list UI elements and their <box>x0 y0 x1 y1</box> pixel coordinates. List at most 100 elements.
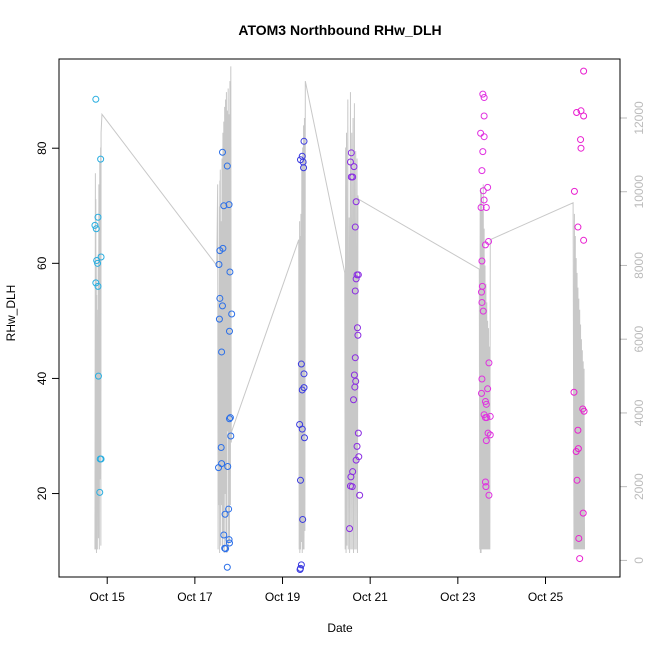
y-tick-label: 60 <box>35 256 49 270</box>
data-point <box>356 491 364 499</box>
data-point <box>297 360 305 368</box>
data-point <box>570 187 578 195</box>
series-flight-4 <box>346 149 364 533</box>
data-point <box>221 510 229 518</box>
data-point <box>225 539 233 547</box>
y-tick-label: 80 <box>35 141 49 155</box>
data-point <box>574 223 582 231</box>
data-point <box>97 155 105 163</box>
series-flight-5 <box>477 90 494 499</box>
data-point <box>353 324 361 332</box>
data-point <box>228 310 236 318</box>
x-tick-label: Oct 15 <box>90 590 126 604</box>
data-point <box>580 236 588 244</box>
data-point <box>477 129 485 137</box>
y2-tick-label: 4000 <box>632 399 646 426</box>
data-point <box>574 426 582 434</box>
data-point <box>580 67 588 75</box>
data-point <box>350 163 358 171</box>
plot-frame <box>58 58 621 578</box>
data-point <box>477 203 485 211</box>
data-point <box>577 144 585 152</box>
data-point <box>577 136 585 144</box>
data-point <box>94 259 102 267</box>
data-point <box>483 414 491 422</box>
data-point <box>225 415 233 423</box>
data-point <box>215 315 223 323</box>
data-point <box>224 462 232 470</box>
data-point <box>347 149 355 157</box>
data-point <box>579 509 587 517</box>
data-point <box>480 94 488 102</box>
data-point <box>227 432 235 440</box>
data-point <box>480 133 488 141</box>
data-points-layer <box>91 67 588 574</box>
data-point <box>484 183 492 191</box>
data-point <box>478 298 486 306</box>
data-point <box>218 348 226 356</box>
data-point <box>478 375 486 383</box>
y2-tick-label: 2000 <box>632 473 646 500</box>
data-point <box>225 505 233 513</box>
data-point <box>296 566 304 574</box>
data-point <box>350 396 358 404</box>
data-point <box>351 383 359 391</box>
x-tick-label: Oct 17 <box>177 590 213 604</box>
data-point <box>478 389 485 397</box>
data-point <box>484 385 492 393</box>
data-point <box>350 371 358 379</box>
data-point <box>479 307 487 315</box>
data-point <box>225 201 233 209</box>
data-point <box>220 202 228 210</box>
data-point <box>300 164 308 172</box>
y-tick-label: 20 <box>35 487 49 501</box>
data-point <box>478 288 485 296</box>
x-tick-label: Oct 23 <box>440 590 476 604</box>
altitude-line <box>94 66 585 554</box>
data-point <box>354 429 362 437</box>
data-point <box>481 397 489 405</box>
data-point <box>223 162 231 170</box>
data-point <box>486 431 494 439</box>
data-point <box>354 271 362 279</box>
data-point <box>570 388 578 396</box>
data-point <box>220 531 228 539</box>
data-point <box>92 95 100 103</box>
data-point <box>92 225 100 233</box>
data-point <box>91 221 99 229</box>
data-point <box>352 275 360 283</box>
data-point <box>97 253 105 261</box>
data-point <box>481 478 489 486</box>
data-point <box>352 456 360 464</box>
y2-tick-label: 8000 <box>632 252 646 279</box>
data-point <box>354 331 362 339</box>
axes-layer: Oct 15 Oct 17 Oct 19 Oct 21 Oct 23 Oct 25 20 40… <box>35 101 646 604</box>
x-axis-label: Date <box>327 621 353 635</box>
y-axis-label: RHw_DLH <box>4 285 18 342</box>
x-tick-label: Oct 19 <box>265 590 301 604</box>
data-point <box>218 148 226 156</box>
data-point <box>348 483 356 491</box>
data-point <box>478 257 486 265</box>
data-point <box>226 268 234 276</box>
data-point <box>94 282 102 290</box>
data-point <box>575 534 583 542</box>
data-point <box>574 445 582 453</box>
data-point <box>97 455 105 463</box>
data-point <box>216 294 224 302</box>
data-point <box>225 327 233 335</box>
data-point <box>485 359 493 367</box>
data-point <box>296 476 304 484</box>
data-point <box>580 112 588 120</box>
data-point <box>351 223 359 231</box>
data-point <box>219 244 227 252</box>
data-point <box>346 525 354 533</box>
series-flight-6 <box>570 67 588 563</box>
data-point <box>573 476 581 484</box>
data-point <box>94 372 102 380</box>
data-point <box>482 400 490 408</box>
altitude-line-layer <box>94 66 585 554</box>
data-point <box>94 213 102 221</box>
y2-tick-label: 10000 <box>632 175 646 209</box>
data-point <box>217 444 225 451</box>
